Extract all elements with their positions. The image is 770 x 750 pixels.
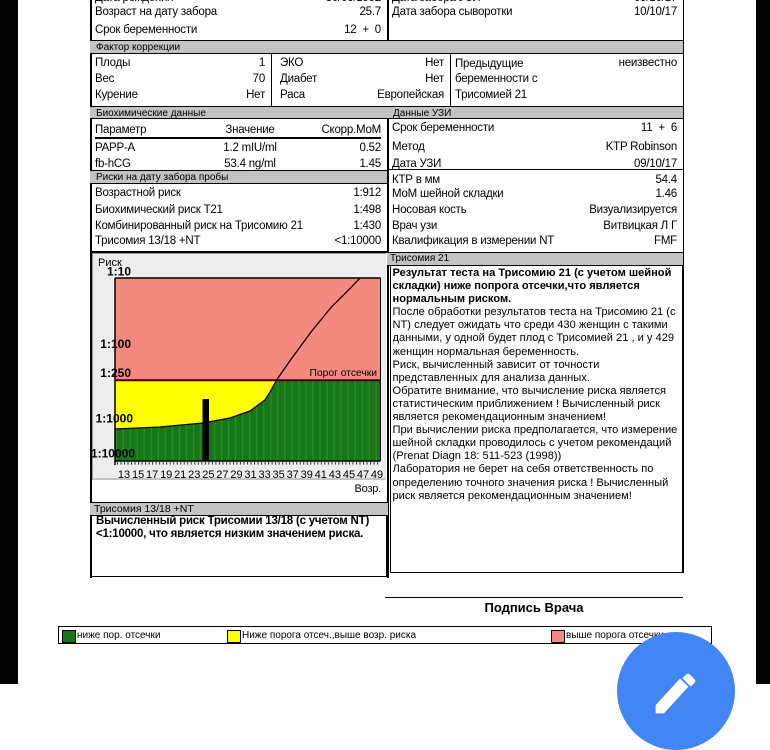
svg-text:1:10: 1:10 (106, 264, 130, 278)
svg-text:47: 47 (356, 469, 368, 480)
svg-text:41: 41 (314, 469, 326, 480)
svg-text:45: 45 (342, 469, 354, 480)
svg-text:37: 37 (286, 469, 298, 480)
svg-text:19: 19 (160, 469, 172, 480)
svg-text:1:100: 1:100 (100, 337, 131, 351)
svg-text:49: 49 (370, 469, 382, 480)
svg-text:1:10000: 1:10000 (92, 446, 135, 460)
svg-text:39: 39 (300, 469, 312, 480)
svg-text:35: 35 (272, 469, 284, 480)
svg-text:1:250: 1:250 (100, 366, 131, 380)
svg-text:29: 29 (230, 469, 242, 480)
svg-text:43: 43 (328, 469, 340, 480)
svg-text:Порог отсечки: Порог отсечки (309, 368, 377, 379)
svg-text:17: 17 (145, 469, 157, 480)
svg-text:Риск: Риск (98, 257, 122, 269)
svg-text:25: 25 (202, 469, 214, 480)
svg-text:1:1000: 1:1000 (95, 411, 133, 425)
svg-text:21: 21 (174, 469, 186, 480)
svg-text:27: 27 (216, 469, 228, 480)
svg-text:23: 23 (188, 469, 200, 480)
svg-text:13: 13 (117, 469, 129, 480)
svg-text:33: 33 (258, 469, 270, 480)
svg-text:15: 15 (131, 469, 143, 480)
svg-text:31: 31 (244, 469, 256, 480)
